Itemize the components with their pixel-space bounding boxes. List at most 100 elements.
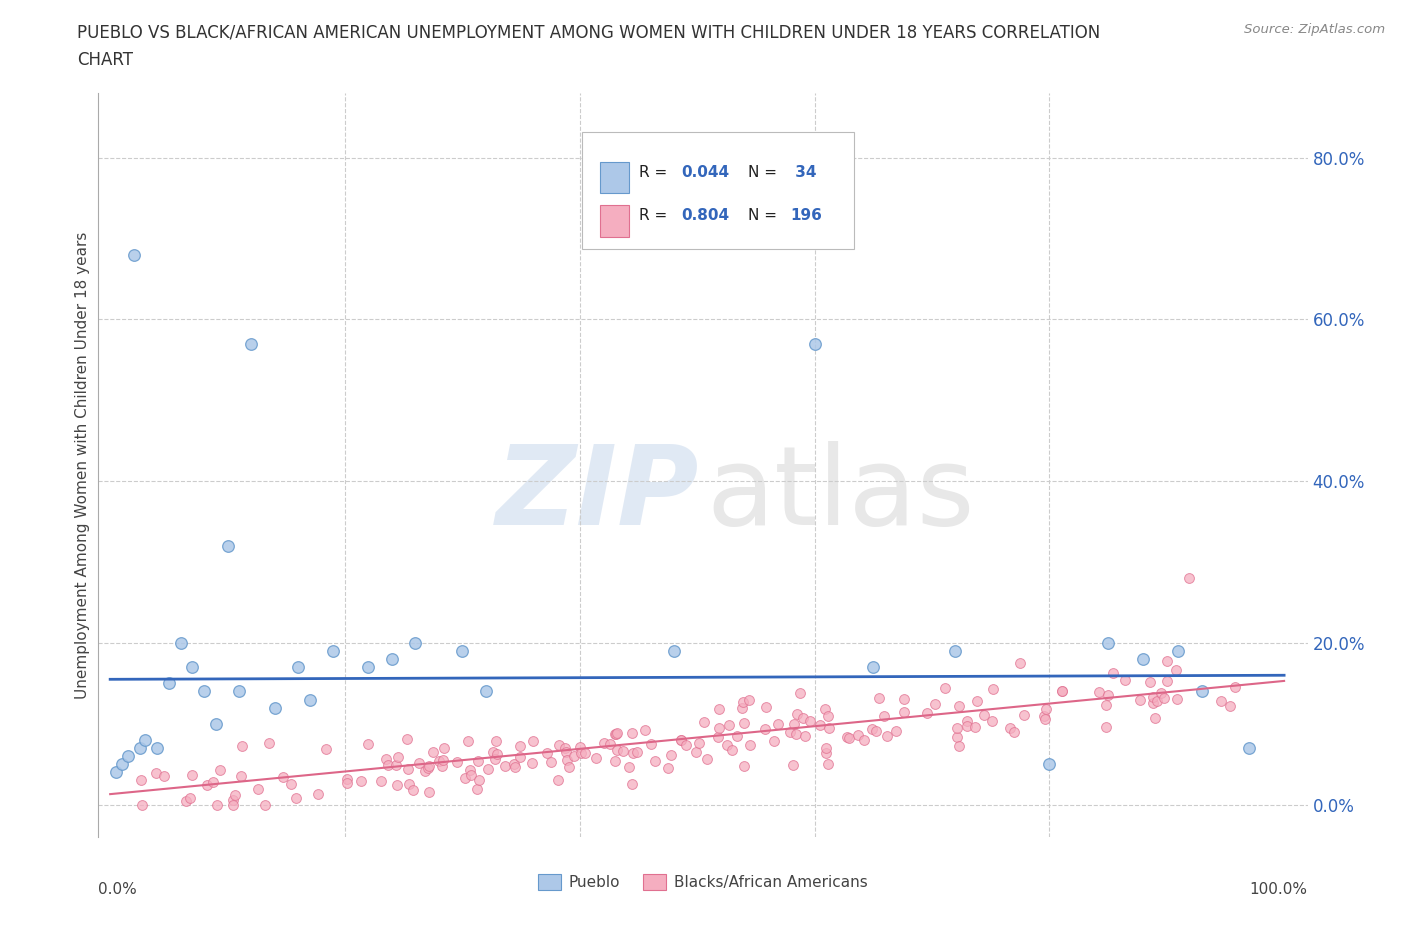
Point xyxy=(786,707,808,722)
Point xyxy=(193,684,215,698)
Point xyxy=(633,723,655,737)
Point xyxy=(1237,740,1260,755)
Point xyxy=(763,734,786,749)
Point xyxy=(612,743,634,758)
Point xyxy=(486,747,509,762)
Point xyxy=(846,727,869,742)
Point xyxy=(477,762,499,777)
Point xyxy=(152,768,174,783)
Point xyxy=(1095,720,1118,735)
Text: CHART: CHART xyxy=(77,51,134,69)
Text: atlas: atlas xyxy=(707,441,976,549)
Point xyxy=(201,775,224,790)
Point xyxy=(733,695,755,710)
Point xyxy=(446,755,468,770)
Point xyxy=(818,720,841,735)
Point xyxy=(721,742,744,757)
Point xyxy=(465,781,488,796)
Point xyxy=(536,745,558,760)
Point xyxy=(817,756,839,771)
Point xyxy=(835,729,858,744)
Point xyxy=(458,763,481,777)
Point xyxy=(1166,692,1188,707)
Point xyxy=(1038,757,1060,772)
Point xyxy=(644,753,666,768)
Point xyxy=(1032,709,1054,724)
Point xyxy=(956,713,979,728)
Point xyxy=(814,702,837,717)
Point xyxy=(377,758,399,773)
Point xyxy=(287,659,309,674)
Point xyxy=(460,767,482,782)
Text: 196: 196 xyxy=(790,208,823,223)
Point xyxy=(385,777,408,792)
Point xyxy=(814,746,837,761)
Point xyxy=(718,718,741,733)
Point xyxy=(838,731,860,746)
Point xyxy=(605,726,627,741)
Point xyxy=(422,744,444,759)
Point xyxy=(180,767,202,782)
Point xyxy=(453,770,475,785)
Point xyxy=(1156,654,1178,669)
Point xyxy=(195,777,218,792)
Point xyxy=(374,751,396,766)
Point xyxy=(696,751,718,766)
Point xyxy=(484,751,506,766)
Point xyxy=(240,337,263,352)
Point xyxy=(956,718,979,733)
Point xyxy=(1219,698,1241,713)
Point xyxy=(603,754,626,769)
Point xyxy=(485,734,508,749)
Point xyxy=(432,753,454,768)
Point xyxy=(884,724,907,738)
Point xyxy=(398,762,420,777)
Point xyxy=(263,700,285,715)
Point xyxy=(868,690,890,705)
Point xyxy=(865,724,887,739)
Point xyxy=(1097,635,1119,650)
Point xyxy=(280,777,302,791)
Point xyxy=(1139,674,1161,689)
Point xyxy=(475,684,498,698)
Point xyxy=(893,691,915,706)
Point xyxy=(965,719,987,734)
Point xyxy=(509,738,531,753)
Point xyxy=(557,752,579,767)
Point xyxy=(946,721,969,736)
Point xyxy=(128,740,150,755)
Point xyxy=(853,733,876,748)
Point xyxy=(640,737,662,751)
Point xyxy=(766,717,789,732)
Text: R =: R = xyxy=(638,208,672,223)
Point xyxy=(520,756,543,771)
Point xyxy=(554,744,576,759)
Point xyxy=(893,704,915,719)
Text: 0.804: 0.804 xyxy=(682,208,730,223)
Point xyxy=(134,733,156,748)
Point xyxy=(980,713,1002,728)
Point xyxy=(782,758,804,773)
Point xyxy=(111,757,134,772)
Point xyxy=(606,742,628,757)
Point xyxy=(1223,680,1246,695)
Point xyxy=(585,751,607,765)
Point xyxy=(623,746,645,761)
Point xyxy=(336,776,359,790)
Point xyxy=(402,783,425,798)
Point xyxy=(733,759,755,774)
Point xyxy=(662,644,685,658)
Point xyxy=(433,740,456,755)
Text: 0.0%: 0.0% xyxy=(98,882,138,897)
Point xyxy=(257,736,280,751)
Legend: Pueblo, Blacks/African Americans: Pueblo, Blacks/African Americans xyxy=(533,868,873,897)
Point xyxy=(509,750,531,764)
Point xyxy=(803,337,825,352)
Point xyxy=(876,729,898,744)
Point xyxy=(606,725,628,740)
Point xyxy=(357,737,380,751)
Point xyxy=(174,793,197,808)
Point xyxy=(418,761,440,776)
Point xyxy=(1153,691,1175,706)
Point xyxy=(621,777,644,791)
